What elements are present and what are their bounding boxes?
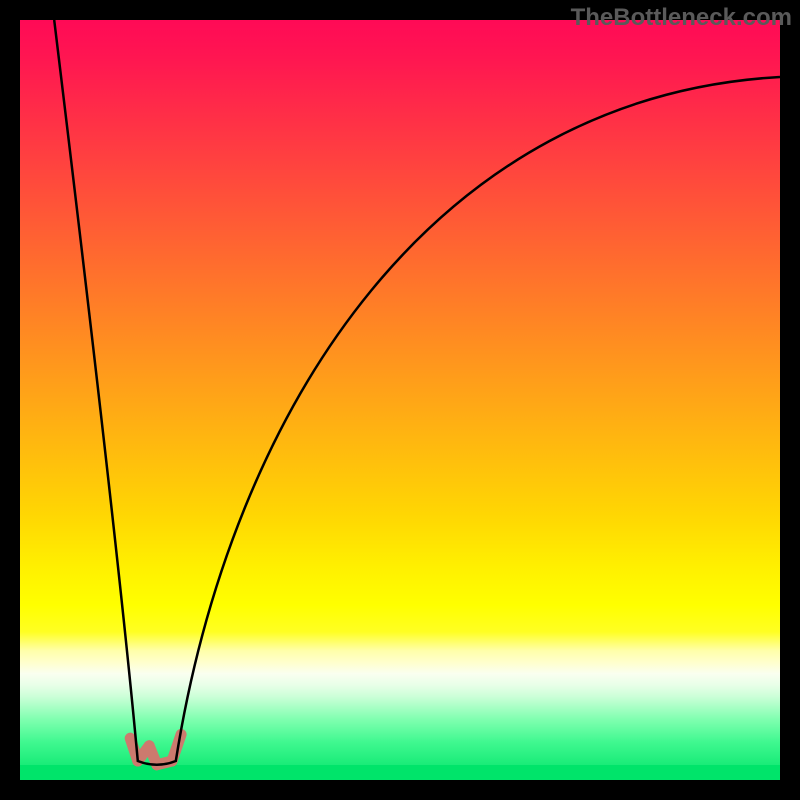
watermark-text: TheBottleneck.com bbox=[571, 4, 792, 32]
gradient-background bbox=[20, 20, 780, 780]
chart-border bbox=[0, 780, 800, 800]
chart-border bbox=[780, 0, 800, 800]
chart-svg bbox=[0, 0, 800, 800]
bottleneck-chart: TheBottleneck.com bbox=[0, 0, 800, 800]
green-band bbox=[20, 765, 780, 780]
chart-border bbox=[0, 0, 20, 800]
